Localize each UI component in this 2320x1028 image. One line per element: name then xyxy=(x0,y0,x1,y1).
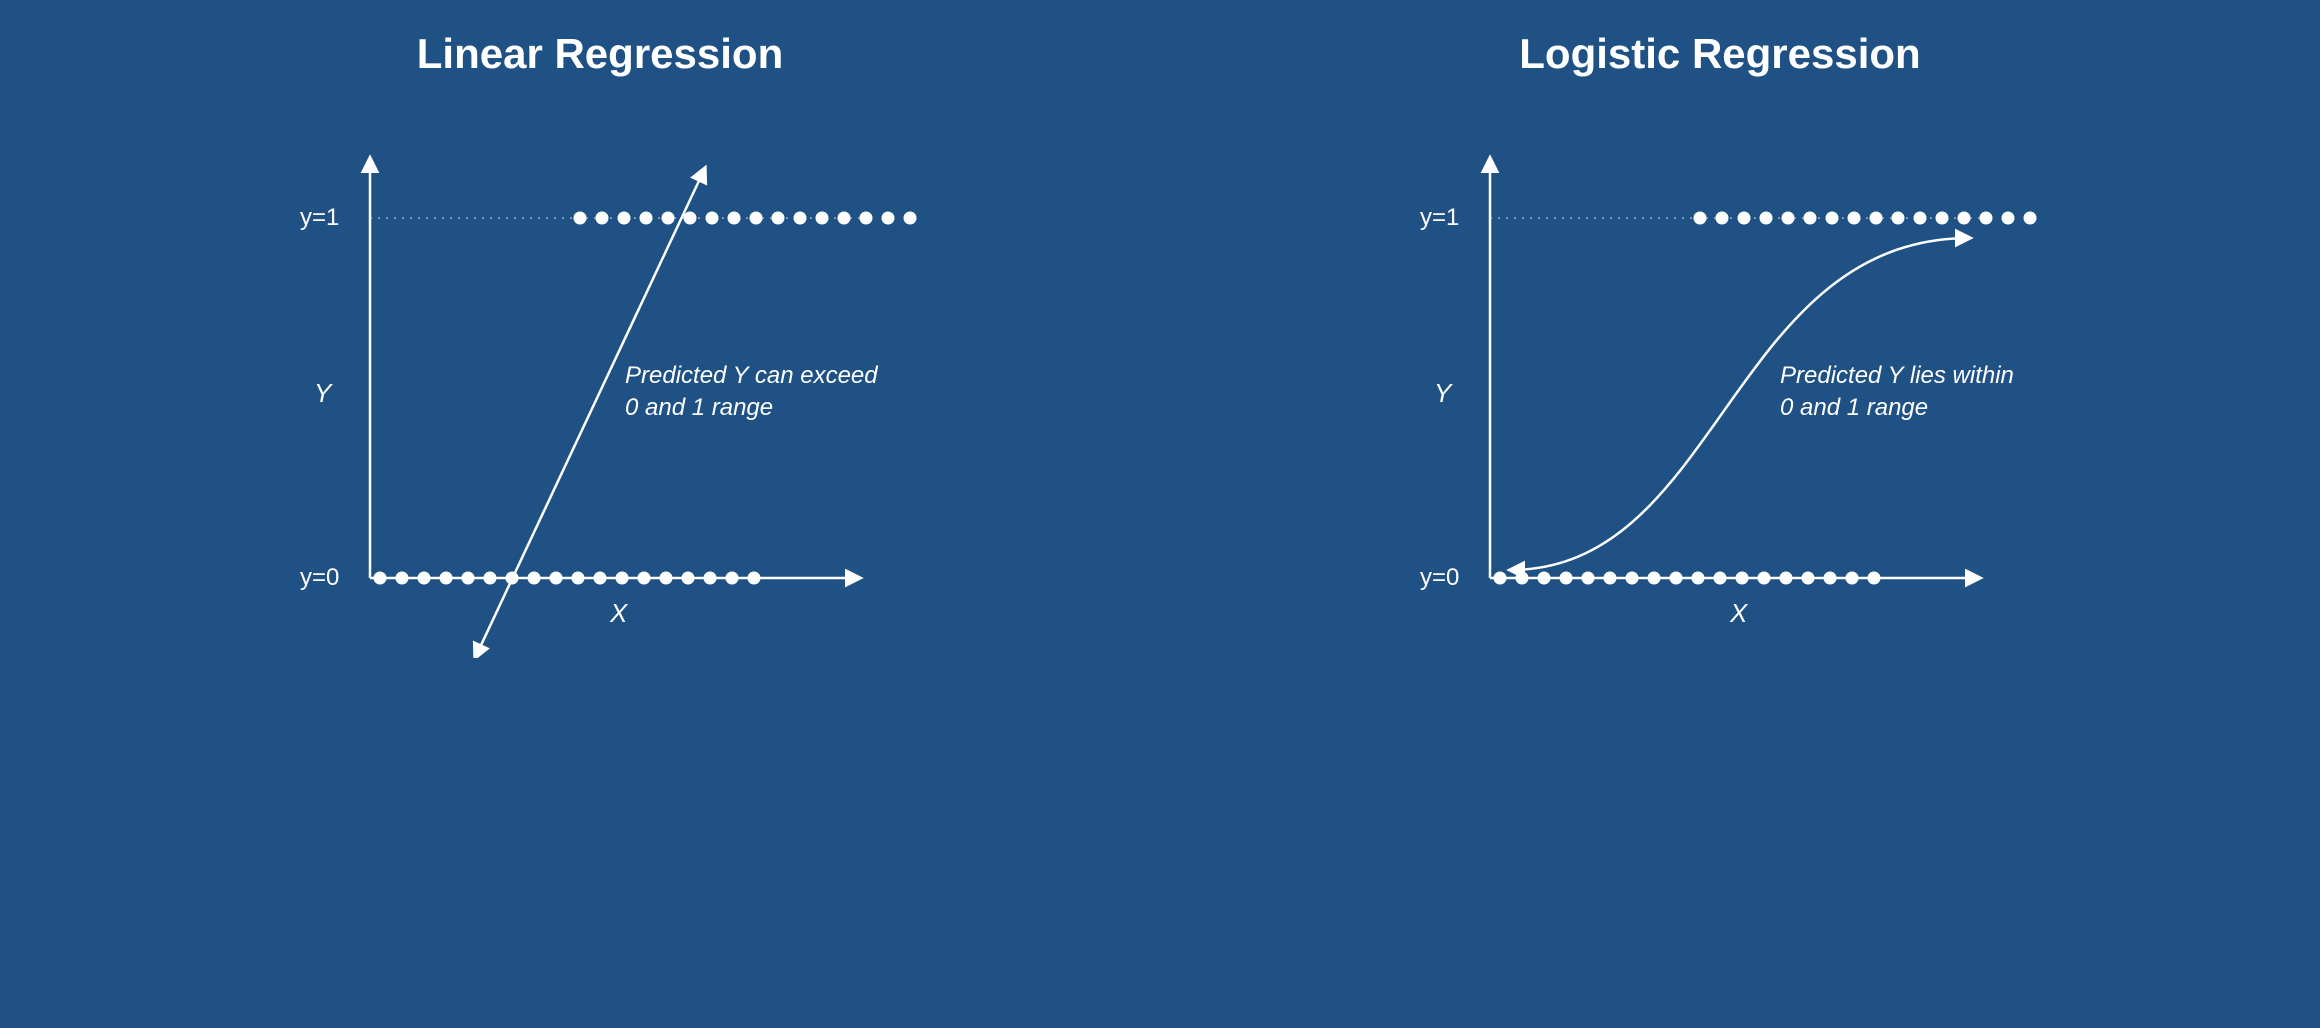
caption-linear: Predicted Y can exceed 0 and 1 range xyxy=(625,360,878,425)
x-axis-label-linear: X xyxy=(610,598,627,629)
caption-logistic: Predicted Y lies within 0 and 1 range xyxy=(1780,360,2014,425)
title-logistic: Logistic Regression xyxy=(1519,30,1920,78)
y-axis-label-logistic: Y xyxy=(1434,378,1451,409)
panel-logistic: Logistic Regression y=1 y=0 Y X Predicte… xyxy=(1160,30,2280,658)
caption-logistic-line2: 0 and 1 range xyxy=(1780,394,1928,421)
chart-linear: y=1 y=0 Y X Predicted Y can exceed 0 and… xyxy=(280,98,920,658)
panel-linear: Linear Regression y=1 y=0 Y X Predicted … xyxy=(40,30,1160,658)
container: Linear Regression y=1 y=0 Y X Predicted … xyxy=(0,0,2320,1028)
y-axis-label-linear: Y xyxy=(314,378,331,409)
y1-label-logistic: y=1 xyxy=(1420,204,1459,232)
x-axis-label-logistic: X xyxy=(1730,598,1747,629)
y0-label-logistic: y=0 xyxy=(1420,564,1459,592)
title-linear: Linear Regression xyxy=(417,30,783,78)
y1-label-linear: y=1 xyxy=(300,204,339,232)
y0-label-linear: y=0 xyxy=(300,564,339,592)
caption-logistic-line1: Predicted Y lies within xyxy=(1780,362,2014,389)
caption-linear-line2: 0 and 1 range xyxy=(625,394,773,421)
chart-logistic: y=1 y=0 Y X Predicted Y lies within 0 an… xyxy=(1400,98,2040,658)
caption-linear-line1: Predicted Y can exceed xyxy=(625,362,878,389)
